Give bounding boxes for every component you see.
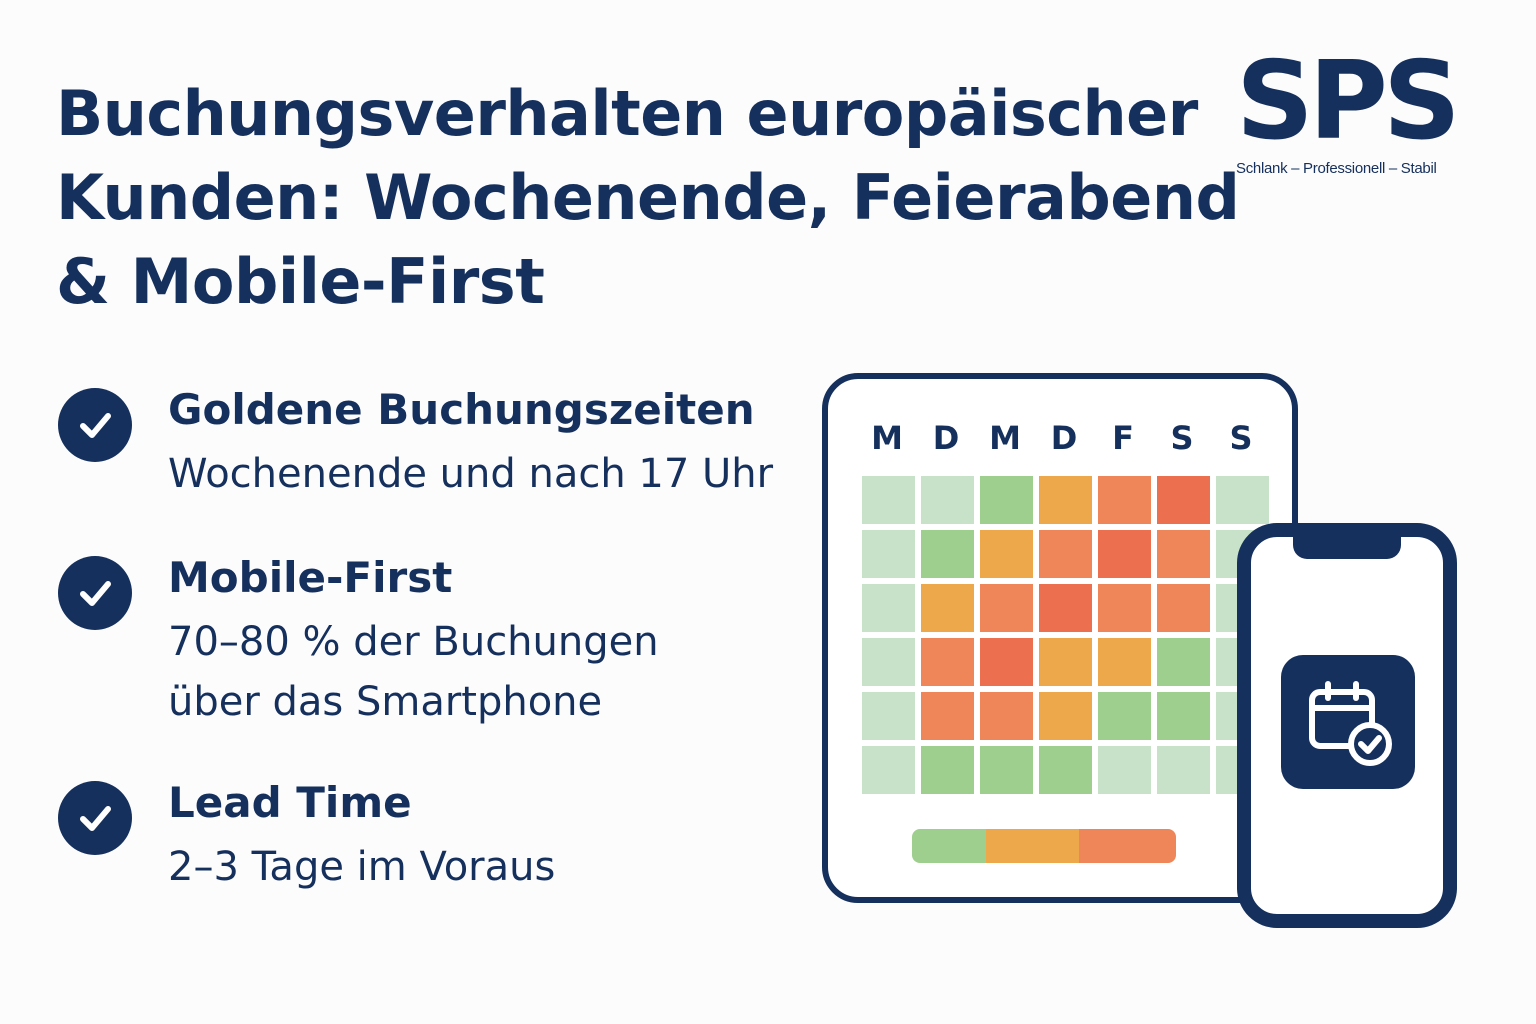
feature-heading: Goldene Buchungszeiten [168, 385, 755, 434]
heatmap-cell [1039, 692, 1092, 740]
feature-heading: Lead Time [168, 778, 412, 827]
logo-mark: SPS [1236, 39, 1461, 164]
heatmap-cell [1157, 476, 1210, 524]
heatmap-cell [1098, 584, 1151, 632]
heatmap-cell [980, 584, 1033, 632]
heatmap-cell [980, 530, 1033, 578]
heatmap-cell [980, 638, 1033, 686]
heatmap-cell [1157, 692, 1210, 740]
page-title: Buchungsverhalten europäischer Kunden: W… [56, 72, 1240, 324]
phone-notch [1293, 535, 1401, 559]
heatmap-cell [1039, 584, 1092, 632]
title-line: & Mobile-First [56, 245, 545, 318]
scale-segment [986, 829, 1079, 863]
heatmap-cell [1098, 692, 1151, 740]
heatmap-cell [862, 746, 915, 794]
heatmap-cell [921, 692, 974, 740]
weekday-label: D [932, 419, 960, 457]
heatmap-cell [862, 476, 915, 524]
heatmap-cell [862, 638, 915, 686]
smartphone-illustration [1237, 523, 1457, 928]
heatmap-cell [980, 746, 1033, 794]
feature-text: Wochenende und nach 17 Uhr [168, 451, 774, 497]
heatmap-cell [862, 692, 915, 740]
weekday-label: M [871, 419, 903, 457]
heatmap-cell [1098, 638, 1151, 686]
heatmap-cell [980, 476, 1033, 524]
sps-logo: SPS Schlank – Professionell – Stabil [1236, 39, 1476, 178]
title-line: Kunden: Wochenende, Feierabend [56, 161, 1240, 234]
weekday-label: S [1170, 419, 1194, 457]
feature-text: 70–80 % der Buchungen über das Smartphon… [168, 619, 659, 725]
color-scale-bar [912, 829, 1176, 863]
heatmap-cell [1039, 746, 1092, 794]
heatmap-cell [1039, 476, 1092, 524]
heatmap-cell [1216, 476, 1269, 524]
check-icon [58, 781, 132, 855]
feature-heading: Mobile-First [168, 553, 453, 602]
heatmap-cell [1098, 746, 1151, 794]
heatmap-cell [921, 476, 974, 524]
heatmap-cell [921, 746, 974, 794]
heatmap-cell [980, 692, 1033, 740]
weekday-label: S [1229, 419, 1253, 457]
heatmap-cell [1039, 638, 1092, 686]
weekday-label: F [1112, 419, 1134, 457]
heatmap-cell [1157, 584, 1210, 632]
calendar-check-icon [1281, 655, 1415, 789]
heatmap-cell [1039, 530, 1092, 578]
feature-text: 2–3 Tage im Voraus [168, 844, 556, 890]
heatmap-cell [1157, 638, 1210, 686]
weekday-label: D [1050, 419, 1078, 457]
check-icon [58, 556, 132, 630]
heatmap-cell [862, 584, 915, 632]
heatmap-cell [1098, 530, 1151, 578]
scale-segment [912, 829, 986, 863]
heatmap-cell [1098, 476, 1151, 524]
scale-segment [1079, 829, 1176, 863]
check-icon [58, 388, 132, 462]
heatmap-cell [921, 638, 974, 686]
heatmap-cell [1157, 746, 1210, 794]
heatmap-cell [921, 530, 974, 578]
heatmap-cell [921, 584, 974, 632]
heatmap-cell [1157, 530, 1210, 578]
weekday-label: M [989, 419, 1021, 457]
heatmap-cell [862, 530, 915, 578]
title-line: Buchungsverhalten europäischer [56, 77, 1198, 150]
logo-tagline: Schlank – Professionell – Stabil [1236, 160, 1437, 177]
